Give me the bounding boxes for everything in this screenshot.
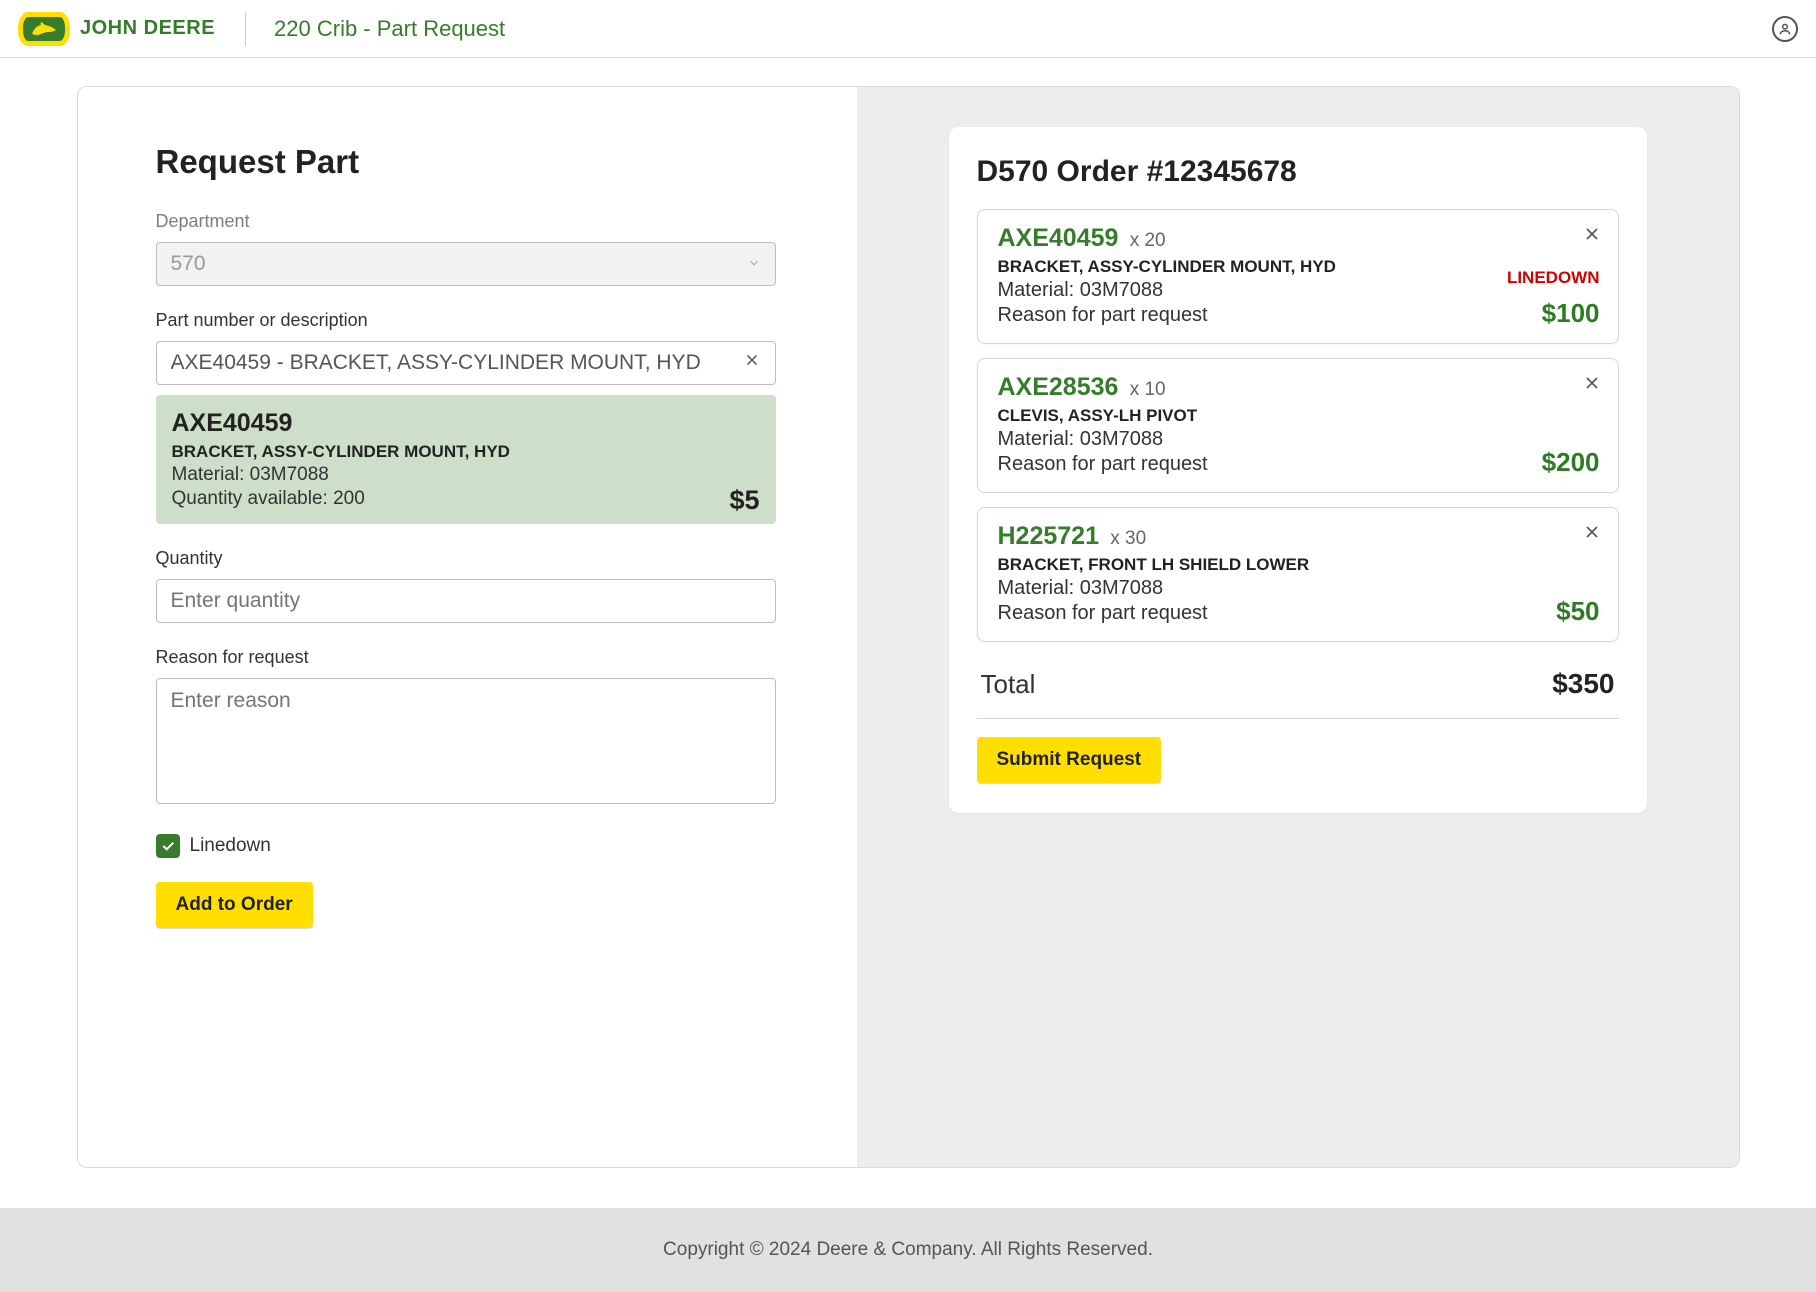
suggestion-desc: BRACKET, ASSY-CYLINDER MOUNT, HYD xyxy=(172,442,760,462)
order-item-status: LINEDOWN xyxy=(1507,268,1600,288)
clear-input-icon[interactable] xyxy=(743,351,761,375)
order-item-qty: x 30 xyxy=(1105,528,1146,549)
department-value: 570 xyxy=(171,252,206,276)
order-item-qty: x 20 xyxy=(1124,230,1165,251)
order-item-desc: BRACKET, FRONT LH SHIELD LOWER xyxy=(998,555,1598,575)
order-item-reason: Reason for part request xyxy=(998,602,1598,625)
part-suggestion-card[interactable]: AXE40459 BRACKET, ASSY-CYLINDER MOUNT, H… xyxy=(156,395,776,524)
main-card: Request Part Department 570 Part number … xyxy=(77,86,1740,1168)
quantity-label: Quantity xyxy=(156,548,779,569)
order-item-price: $200 xyxy=(1542,447,1600,478)
order-item-price: $50 xyxy=(1556,596,1599,627)
order-item: AXE40459 x 20BRACKET, ASSY-CYLINDER MOUN… xyxy=(977,209,1619,344)
suggestion-qty: Quantity available: 200 xyxy=(172,488,760,510)
order-item-code: H225721 xyxy=(998,522,1099,550)
submit-request-button[interactable]: Submit Request xyxy=(977,737,1162,783)
department-label: Department xyxy=(156,211,779,232)
order-item-material: Material: 03M7088 xyxy=(998,428,1598,451)
form-title: Request Part xyxy=(156,143,779,181)
part-label: Part number or description xyxy=(156,310,779,331)
quantity-input[interactable] xyxy=(171,589,761,613)
order-item-reason: Reason for part request xyxy=(998,453,1598,476)
order-item-material: Material: 03M7088 xyxy=(998,577,1598,600)
total-value: $350 xyxy=(1552,668,1614,700)
brand-logo[interactable]: JOHN DEERE xyxy=(18,12,215,46)
remove-item-icon[interactable] xyxy=(1582,373,1602,399)
order-summary-pane: D570 Order #12345678 AXE40459 x 20BRACKE… xyxy=(857,87,1739,1167)
order-item-code: AXE28536 xyxy=(998,373,1119,401)
order-panel: D570 Order #12345678 AXE40459 x 20BRACKE… xyxy=(949,127,1647,813)
page-title: 220 Crib - Part Request xyxy=(274,16,505,42)
footer: Copyright © 2024 Deere & Company. All Ri… xyxy=(0,1208,1816,1292)
part-input[interactable] xyxy=(171,351,743,375)
order-item-price: $100 xyxy=(1542,298,1600,329)
order-item-reason: Reason for part request xyxy=(998,304,1598,327)
reason-textarea[interactable] xyxy=(171,689,761,793)
suggestion-material: Material: 03M7088 xyxy=(172,464,760,486)
remove-item-icon[interactable] xyxy=(1582,224,1602,250)
quantity-input-wrap xyxy=(156,579,776,623)
suggestion-price: $5 xyxy=(729,485,759,516)
account-icon[interactable] xyxy=(1772,16,1798,42)
chevron-down-icon xyxy=(747,256,761,273)
top-bar: JOHN DEERE 220 Crib - Part Request xyxy=(0,0,1816,58)
linedown-checkbox[interactable] xyxy=(156,834,180,858)
add-to-order-button[interactable]: Add to Order xyxy=(156,882,313,928)
part-input-wrap xyxy=(156,341,776,385)
linedown-label: Linedown xyxy=(190,835,271,857)
request-form-pane: Request Part Department 570 Part number … xyxy=(78,87,857,1167)
suggestion-code: AXE40459 xyxy=(172,409,760,438)
deer-logo-icon xyxy=(18,12,70,46)
reason-textarea-wrap xyxy=(156,678,776,804)
brand-text: JOHN DEERE xyxy=(80,17,215,40)
footer-text: Copyright © 2024 Deere & Company. All Ri… xyxy=(663,1239,1153,1261)
order-item-desc: CLEVIS, ASSY-LH PIVOT xyxy=(998,406,1598,426)
order-item-qty: x 10 xyxy=(1124,379,1165,400)
department-select[interactable]: 570 xyxy=(156,242,776,286)
order-item-code: AXE40459 xyxy=(998,224,1119,252)
divider xyxy=(245,12,246,46)
order-item: H225721 x 30 BRACKET, FRONT LH SHIELD LOW… xyxy=(977,507,1619,642)
reason-label: Reason for request xyxy=(156,647,779,668)
order-item: AXE28536 x 10 CLEVIS, ASSY-LH PIVOTMateri… xyxy=(977,358,1619,493)
order-title: D570 Order #12345678 xyxy=(977,155,1619,189)
remove-item-icon[interactable] xyxy=(1582,522,1602,548)
order-total-row: Total $350 xyxy=(977,656,1619,719)
linedown-checkbox-row[interactable]: Linedown xyxy=(156,834,779,858)
total-label: Total xyxy=(981,669,1036,700)
